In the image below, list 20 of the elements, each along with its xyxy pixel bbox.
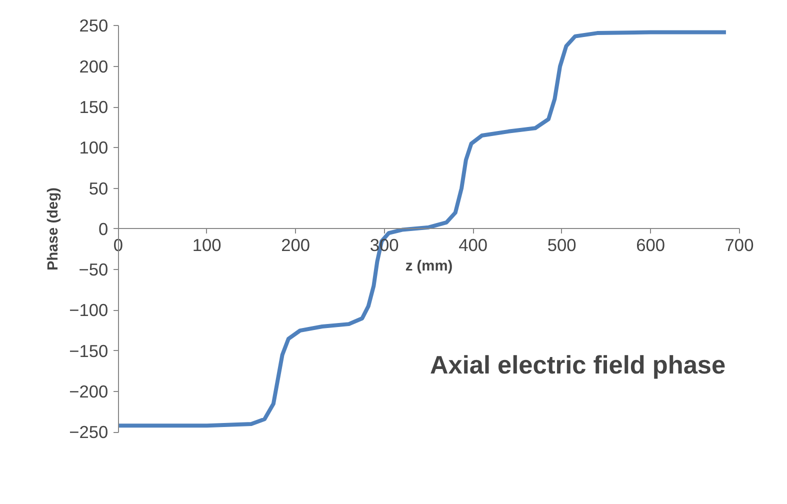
x-tick-label: 600 [636,234,665,255]
x-axis-title: z (mm) [405,258,453,274]
x-tick-label: 400 [458,234,488,255]
y-tick-label: 150 [79,97,108,118]
y-tick-label: 200 [79,56,108,76]
y-tick-label: −250 [69,422,108,442]
x-tick-label: 500 [547,234,576,255]
y-tick-label: −150 [69,340,108,361]
y-tick-label: −50 [78,260,108,280]
x-tick-label: 100 [192,234,222,255]
y-tick-label: 0 [98,218,108,239]
y-tick-label: 250 [79,16,108,36]
y-tick-label: −100 [69,300,108,320]
y-tick-label: −200 [69,382,108,402]
y-tick-label: 100 [79,138,108,158]
text: Axial electric field phase [430,351,726,380]
x-tick-label: 200 [281,234,310,255]
x-tick-label: 700 [724,234,754,255]
y-axis-title: Phase (deg) [45,187,62,271]
y-tick-label: 50 [88,178,108,198]
